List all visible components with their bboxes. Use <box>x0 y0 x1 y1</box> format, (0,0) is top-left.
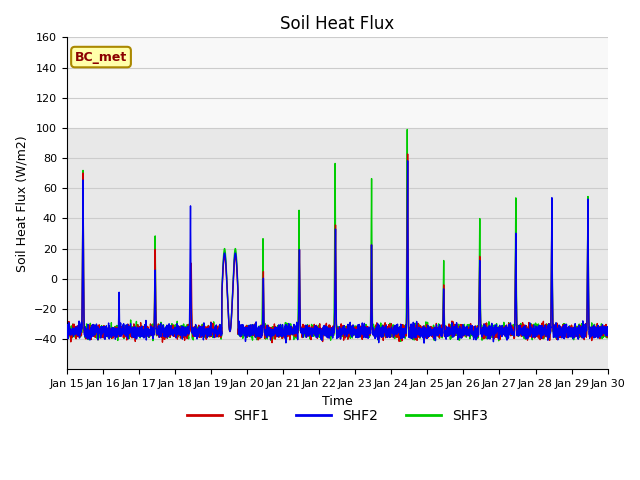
SHF3 <box>160 326 168 332</box>
Title: Soil Heat Flux: Soil Heat Flux <box>280 15 394 33</box>
SHF2 <box>429 329 436 335</box>
SHF3 <box>490 328 497 334</box>
SHF1 <box>268 340 276 346</box>
SHF2 <box>404 158 412 164</box>
SHF3 <box>604 325 611 331</box>
SHF1 <box>404 151 412 157</box>
Line: SHF2: SHF2 <box>67 161 607 343</box>
SHF3 <box>63 334 70 339</box>
SHF3 <box>459 327 467 333</box>
SHF1 <box>459 330 467 336</box>
SHF1 <box>604 330 611 336</box>
SHF3 <box>403 127 411 132</box>
SHF3 <box>429 327 436 333</box>
Text: BC_met: BC_met <box>75 50 127 63</box>
SHF2 <box>63 332 70 337</box>
SHF3 <box>604 335 611 341</box>
Line: SHF3: SHF3 <box>67 130 607 341</box>
SHF2 <box>160 328 168 334</box>
SHF3 <box>397 338 404 344</box>
Bar <box>67 37 607 128</box>
SHF2 <box>490 328 497 334</box>
Legend: SHF1, SHF2, SHF3: SHF1, SHF2, SHF3 <box>181 404 493 429</box>
SHF2 <box>317 333 324 339</box>
SHF2 <box>420 340 428 346</box>
SHF1 <box>63 334 70 339</box>
X-axis label: Time: Time <box>322 395 353 408</box>
Line: SHF1: SHF1 <box>67 154 607 343</box>
SHF3 <box>317 329 324 335</box>
SHF2 <box>604 333 611 338</box>
SHF1 <box>490 331 497 337</box>
SHF2 <box>459 324 467 329</box>
SHF2 <box>604 327 611 333</box>
SHF1 <box>317 325 325 331</box>
SHF1 <box>429 329 436 335</box>
SHF1 <box>160 332 168 338</box>
SHF1 <box>604 334 611 340</box>
Y-axis label: Soil Heat Flux (W/m2): Soil Heat Flux (W/m2) <box>15 135 28 272</box>
